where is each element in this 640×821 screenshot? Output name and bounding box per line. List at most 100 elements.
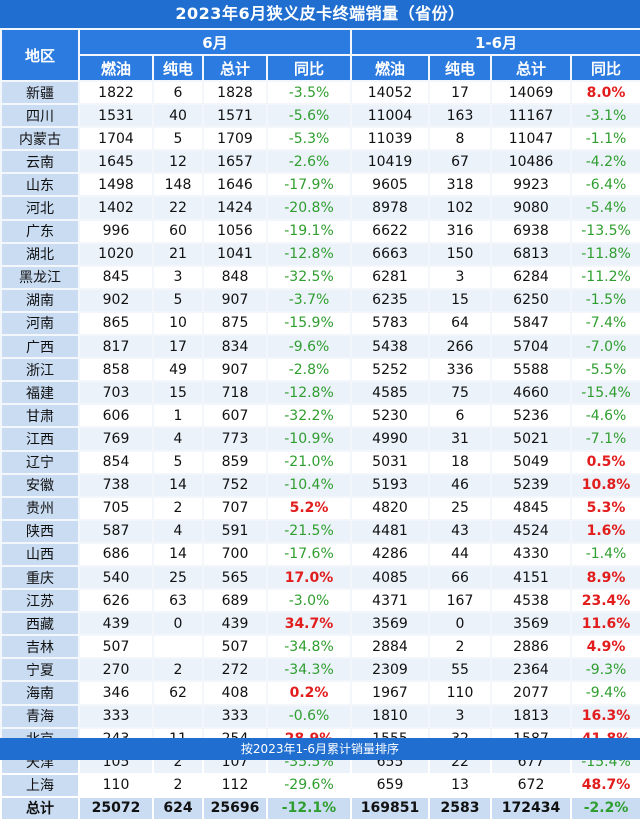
june-total-cell: 848 [204,266,266,288]
june-yoy-cell: -20.8% [268,197,350,219]
ytd-ev-cell: 31 [430,428,490,450]
table-row: 河南 865 10 875 -15.9% 5783 64 5847 -7.4% [2,312,640,335]
june-fuel-cell: 1704 [80,128,152,150]
june-total-cell: 607 [204,405,266,427]
total-ytd-ev-cell: 2583 [430,797,490,819]
ytd-ev-cell: 2 [430,636,490,658]
table-row: 福建 703 15 718 -12.8% 4585 75 4660 -15.4% [2,382,640,404]
ytd-total-cell: 5588 [492,359,570,381]
ytd-yoy-cell: 5.3% [572,497,640,519]
region-cell: 湖南 [2,289,78,311]
table-footer-note: 按2023年1-6月累计销量排序 [0,738,640,760]
june-yoy-cell: -10.4% [268,474,350,496]
ytd-ev-cell: 75 [430,382,490,404]
june-fuel-cell: 346 [80,682,152,704]
ytd-fuel-cell: 4286 [352,543,428,565]
june-fuel-cell: 1402 [80,197,152,219]
june-fuel-cell: 703 [80,382,152,404]
region-cell: 河北 [2,197,78,219]
ytd-fuel-cell: 6622 [352,220,428,242]
june-yoy-cell: 5.2% [268,497,350,519]
sales-table: 地区 6月 1-6月 燃油 纯电 总计 同比 燃油 纯电 总计 同比 新疆 182… [0,28,640,821]
ytd-total-cell: 2077 [492,682,570,704]
region-cell: 青海 [2,705,78,727]
table-row: 贵州 705 2 707 5.2% 4820 25 4845 5.3% [2,497,640,519]
ytd-fuel-cell: 4585 [352,382,428,404]
ytd-fuel-cell: 5438 [352,336,428,358]
june-yoy-cell: 34.7% [268,613,350,635]
region-cell: 上海 [2,774,78,796]
region-cell: 江西 [2,428,78,450]
ytd-fuel-cell: 5031 [352,451,428,473]
june-ev-cell: 62 [154,682,202,704]
june-yoy-cell: 17.0% [268,566,350,589]
table-row: 江苏 626 63 689 -3.0% 4371 167 4538 23.4% [2,590,640,612]
region-cell: 福建 [2,382,78,404]
ytd-ev-cell: 150 [430,243,490,265]
ytd-total-cell: 14069 [492,82,570,104]
june-ev-cell: 6 [154,82,202,104]
june-total-cell: 718 [204,382,266,404]
june-ev-cell: 5 [154,289,202,311]
col-header-june-fuel: 燃油 [80,56,152,80]
june-yoy-cell: -17.9% [268,174,350,196]
ytd-fuel-cell: 4990 [352,428,428,450]
june-ev-cell: 25 [154,566,202,589]
ytd-yoy-cell: -3.1% [572,105,640,127]
june-fuel-cell: 996 [80,220,152,242]
ytd-total-cell: 4330 [492,543,570,565]
region-cell: 黑龙江 [2,266,78,288]
ytd-total-cell: 6250 [492,289,570,311]
june-group-header: 6月 [80,30,350,54]
june-ev-cell: 2 [154,774,202,796]
ytd-fuel-cell: 14052 [352,82,428,104]
june-yoy-cell: -10.9% [268,428,350,450]
table-row: 上海 110 2 112 -29.6% 659 13 672 48.7% [2,774,640,796]
june-fuel-cell: 333 [80,705,152,727]
june-total-cell: 272 [204,659,266,681]
total-row: 总计 25072 624 25696 -12.1% 169851 2583 172434 -2.… [2,797,640,819]
ytd-yoy-cell: 23.4% [572,590,640,612]
june-ev-cell: 49 [154,359,202,381]
june-ev-cell: 14 [154,543,202,565]
ytd-ev-cell: 318 [430,174,490,196]
table-row: 黑龙江 845 3 848 -32.5% 6281 3 6284 -11.2% [2,266,640,288]
table-row: 河北 1402 22 1424 -20.8% 8978 102 9080 -5.4% [2,197,640,219]
region-cell: 新疆 [2,82,78,104]
ytd-total-cell: 4845 [492,497,570,519]
ytd-ev-cell: 43 [430,520,490,542]
ytd-fuel-cell: 8978 [352,197,428,219]
ytd-total-cell: 2364 [492,659,570,681]
june-total-cell: 700 [204,543,266,565]
june-fuel-cell: 902 [80,289,152,311]
ytd-fuel-cell: 10419 [352,151,428,173]
june-yoy-cell: -12.8% [268,382,350,404]
ytd-yoy-cell: -5.5% [572,359,640,381]
june-fuel-cell: 858 [80,359,152,381]
col-header-ytd-ev: 纯电 [430,56,490,80]
ytd-total-cell: 4151 [492,566,570,589]
table-row: 内蒙古 1704 5 1709 -5.3% 11039 8 11047 -1.1% [2,128,640,150]
col-header-june-yoy: 同比 [268,56,350,80]
june-fuel-cell: 606 [80,405,152,427]
ytd-yoy-cell: -7.0% [572,336,640,358]
region-cell: 江苏 [2,590,78,612]
ytd-yoy-cell: 8.9% [572,566,640,589]
june-total-cell: 565 [204,566,266,589]
ytd-ev-cell: 13 [430,774,490,796]
ytd-total-cell: 6813 [492,243,570,265]
june-ev-cell: 40 [154,105,202,127]
region-cell: 河南 [2,312,78,335]
region-cell: 山东 [2,174,78,196]
ytd-yoy-cell: 16.3% [572,705,640,727]
june-total-cell: 859 [204,451,266,473]
table-row: 陕西 587 4 591 -21.5% 4481 43 4524 1.6% [2,520,640,542]
june-fuel-cell: 1498 [80,174,152,196]
ytd-total-cell: 5021 [492,428,570,450]
table-row: 云南 1645 12 1657 -2.6% 10419 67 10486 -4.2% [2,151,640,173]
total-june-fuel-cell: 25072 [80,797,152,819]
june-ev-cell: 63 [154,590,202,612]
region-header: 地区 [2,30,78,80]
june-total-cell: 907 [204,359,266,381]
